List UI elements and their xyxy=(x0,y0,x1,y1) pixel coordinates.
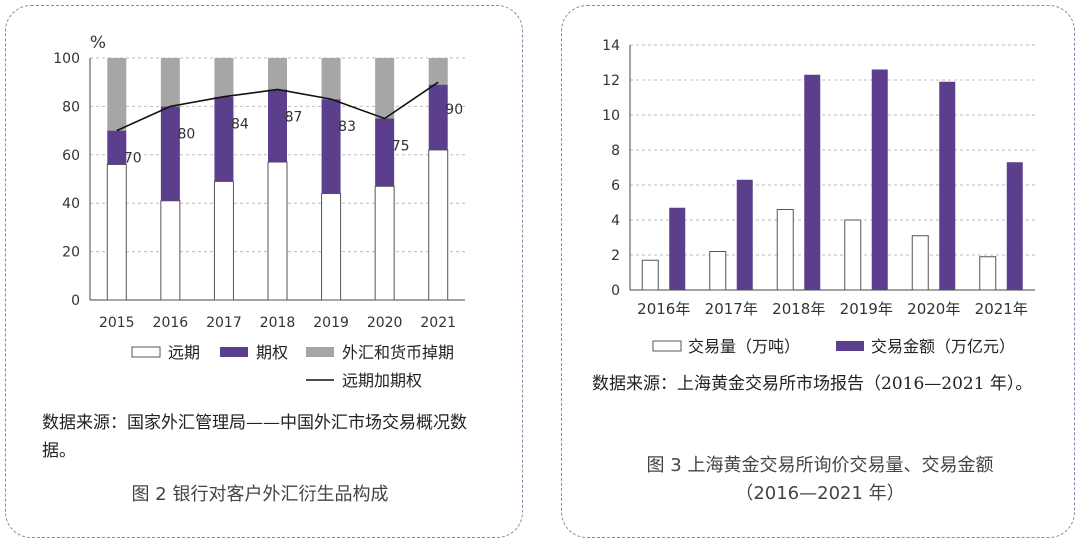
y-tick-label: 10 xyxy=(602,108,620,124)
bar-option xyxy=(214,96,234,182)
y-tick-label: 20 xyxy=(62,245,80,261)
x-tick-label: 2017年 xyxy=(705,300,758,318)
right-panel xyxy=(561,5,1075,538)
legend-swatch-swap xyxy=(306,347,334,357)
y-tick-label: 40 xyxy=(62,196,80,212)
data-label: 75 xyxy=(392,139,410,155)
bar-option xyxy=(160,106,180,201)
bar-amount xyxy=(939,81,956,290)
bar-swap xyxy=(428,58,448,85)
y-tick-label: 8 xyxy=(611,143,620,159)
bar-swap xyxy=(375,58,395,119)
x-tick-label: 2016 xyxy=(153,315,189,331)
x-tick-label: 2021 xyxy=(420,315,456,331)
data-label: 80 xyxy=(177,126,195,142)
legend-label-amount: 交易金额（万亿元） xyxy=(871,337,1015,356)
bar-swap xyxy=(214,58,234,97)
data-label: 83 xyxy=(338,119,356,135)
x-tick-label: 2019 xyxy=(313,315,349,331)
bar-volume xyxy=(979,256,997,291)
bar-forward xyxy=(160,200,181,301)
x-tick-label: 2017 xyxy=(206,315,242,331)
y-tick-label: 12 xyxy=(602,73,620,89)
bar-volume xyxy=(709,251,727,291)
y-tick-label: 60 xyxy=(62,148,80,164)
bar-amount xyxy=(804,74,821,290)
x-tick-label: 2018年 xyxy=(772,300,825,318)
y-tick-label: 6 xyxy=(611,178,620,194)
bar-forward xyxy=(106,163,127,301)
legend-label-volume: 交易量（万吨） xyxy=(688,337,800,356)
legend-label-option: 期权 xyxy=(256,343,288,362)
y-tick-label: 14 xyxy=(602,38,620,54)
bar-volume xyxy=(844,219,862,291)
bar-forward xyxy=(374,185,395,301)
x-tick-label: 2016年 xyxy=(637,300,690,318)
y-axis-unit: % xyxy=(90,33,106,53)
x-tick-label: 2015 xyxy=(99,315,135,331)
legend-label-line: 远期加期权 xyxy=(342,371,422,390)
y-tick-label: 2 xyxy=(611,248,620,264)
right-figure-caption-line2: （2016—2021 年） xyxy=(735,483,905,504)
data-label: 70 xyxy=(124,151,142,167)
gold-exchange-chart: 0 2 4 6 8 10 12 14 2016年 2017年 2018年 2019年 2020年 2021… xyxy=(602,38,1035,356)
bar-forward xyxy=(321,193,342,301)
bar-amount xyxy=(1006,162,1023,290)
right-source-note: 数据来源：上海黄金交易所市场报告（2016—2021 年）。 xyxy=(592,374,1033,394)
bar-volume xyxy=(911,235,929,291)
y-tick-label: 4 xyxy=(611,213,620,229)
left-figure-caption: 图 2 银行对客户外汇衍生品构成 xyxy=(131,484,389,505)
data-label: 87 xyxy=(285,109,303,125)
legend-swatch-option xyxy=(220,347,248,357)
left-source-note: 数据来源：国家外汇管理局——中国外汇市场交易概况数据。 xyxy=(42,413,467,461)
right-figure-caption-line1: 图 3 上海黄金交易所询价交易量、交易金额 xyxy=(646,455,994,476)
x-tick-label: 2021年 xyxy=(975,300,1028,318)
bar-option xyxy=(107,130,127,165)
x-tick-label: 2018 xyxy=(260,315,296,331)
y-tick-label: 80 xyxy=(62,99,80,115)
line-forward-plus-option xyxy=(116,81,439,132)
data-label: 90 xyxy=(445,102,463,118)
legend-swatch-amount xyxy=(836,341,864,351)
bar-amount xyxy=(669,207,686,290)
x-tick-label: 2019年 xyxy=(840,300,893,318)
y-tick-label: 100 xyxy=(53,51,80,67)
bar-swap xyxy=(268,58,287,90)
bar-swap xyxy=(160,58,180,107)
bar-forward xyxy=(213,180,234,301)
y-tick-label: 0 xyxy=(611,283,620,299)
bar-swap xyxy=(107,58,127,131)
legend-swatch-volume xyxy=(652,340,682,352)
bar-swap xyxy=(321,58,341,100)
fx-derivatives-chart: 0 20 40 60 80 100% 2015 2016 2017 2018 2019 2020 202… xyxy=(53,33,465,390)
x-tick-label: 2020 xyxy=(367,315,403,331)
x-tick-label: 2020年 xyxy=(907,300,960,318)
bar-option xyxy=(268,89,287,163)
bar-option xyxy=(321,99,341,194)
bar-forward xyxy=(267,161,288,301)
bar-amount xyxy=(871,69,888,290)
legend-label-forward: 远期 xyxy=(168,343,200,362)
legend-swatch-forward xyxy=(131,346,161,358)
data-label: 84 xyxy=(231,117,249,133)
bar-amount xyxy=(736,179,753,290)
bar-option xyxy=(375,118,395,187)
bar-volume xyxy=(641,259,659,291)
bar-volume xyxy=(776,209,794,291)
legend-label-swap: 外汇和货币掉期 xyxy=(342,343,454,362)
y-tick-label: 0 xyxy=(71,293,80,309)
bar-forward xyxy=(428,149,449,301)
left-panel xyxy=(5,5,523,538)
bar-option xyxy=(428,84,448,150)
